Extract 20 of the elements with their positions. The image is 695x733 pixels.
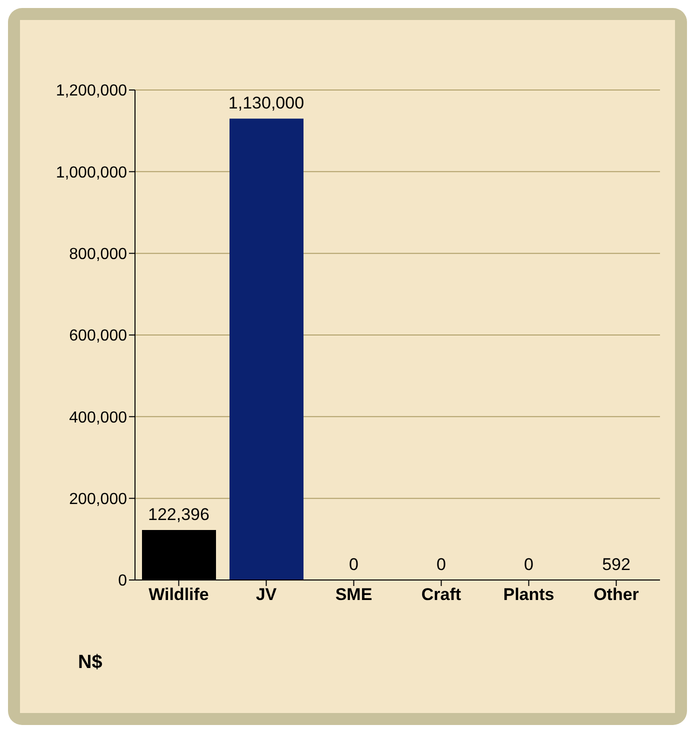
- y-tick-label: 1,200,000: [56, 82, 128, 100]
- data-label: 122,396: [148, 505, 210, 524]
- data-label: 0: [524, 555, 534, 574]
- y-tick-label: 400,000: [69, 409, 128, 426]
- x-tick-label: Plants: [503, 585, 554, 604]
- y-axis-title: N$: [78, 652, 102, 674]
- y-tick-label: 1,000,000: [56, 164, 128, 182]
- x-tick-label: Wildlife: [148, 585, 209, 604]
- data-label: 0: [436, 555, 446, 574]
- data-label: 0: [349, 555, 358, 574]
- x-tick-label: Other: [594, 585, 640, 604]
- data-label: 592: [602, 554, 630, 574]
- x-tick-label: SME: [335, 585, 372, 604]
- y-tick-label: 800,000: [69, 246, 128, 264]
- x-tick-label: Craft: [421, 585, 462, 604]
- x-tick-label: JV: [256, 585, 278, 604]
- y-tick-label: 600,000: [69, 328, 128, 345]
- y-tick-label: 200,000: [69, 491, 128, 508]
- y-tick-label: 0: [118, 572, 128, 590]
- data-label: 1,130,000: [228, 94, 304, 113]
